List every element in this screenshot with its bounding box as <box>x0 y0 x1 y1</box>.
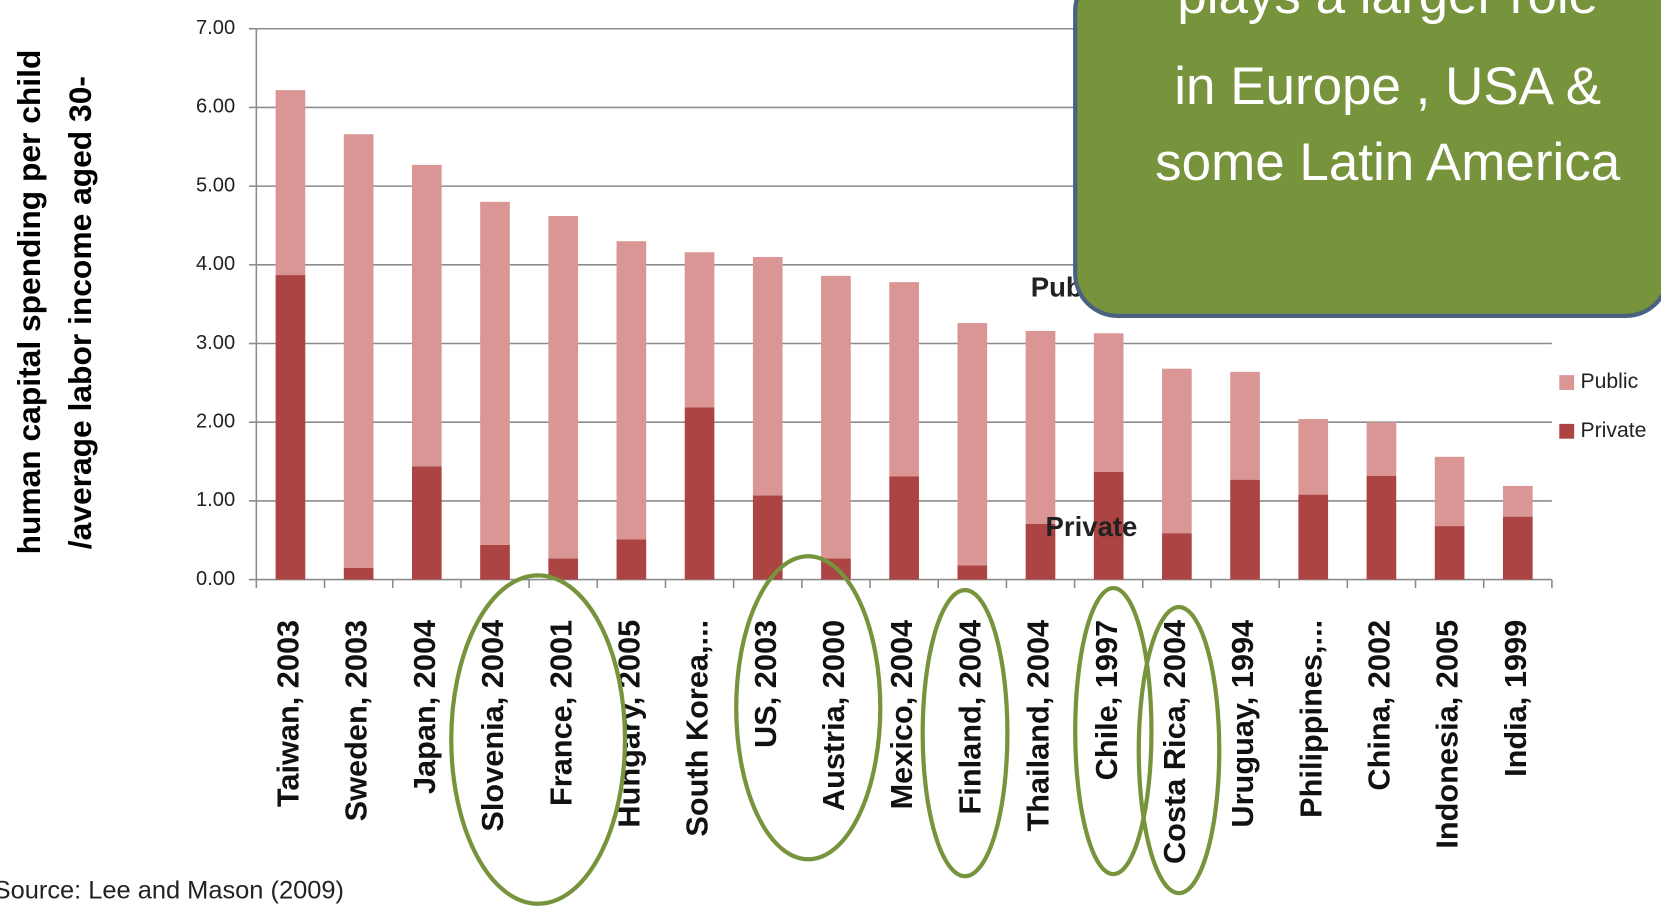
bar-segment <box>1230 371 1260 480</box>
y-tick-label: 6.00 <box>196 96 235 118</box>
bar-segment <box>821 275 851 559</box>
bar-segment <box>480 201 510 545</box>
bar-segment <box>1230 479 1260 580</box>
bar-segment <box>1502 485 1533 517</box>
y-tick-label: 2.00 <box>196 411 235 433</box>
bar-segment <box>343 134 374 568</box>
bar-segment <box>1025 523 1056 580</box>
source: Source: Lee and Mason (2009) <box>0 876 344 904</box>
x-tick-label: Japan, 2004 <box>407 620 442 794</box>
callout-text: in Europe , USA & <box>1174 57 1601 116</box>
bar-segment <box>889 282 919 477</box>
bar-segment <box>616 539 647 580</box>
bar-segment <box>1093 471 1124 580</box>
y-tick-label: 5.00 <box>196 174 235 196</box>
callout-text: plays a larger role <box>1177 0 1598 25</box>
oval <box>1136 605 1222 896</box>
x-tick-label: Mexico, 2004 <box>884 620 919 810</box>
labels: 0.00 1.00 2.00 3.00 4.00 5.00 6.00 7.00 Taiwan, … <box>196 17 1646 864</box>
oval <box>1073 585 1154 877</box>
bar-segment <box>752 495 783 580</box>
bar-segment <box>1366 422 1397 476</box>
y-tick-label: 1.00 <box>196 489 235 511</box>
y-tick-label: 4.00 <box>196 253 235 275</box>
bar-segment <box>1502 516 1533 580</box>
x-tick-label: Sweden, 2003 <box>339 620 374 822</box>
oval <box>449 573 628 906</box>
legend-label: Private <box>1580 419 1646 442</box>
callout-text: some Latin America <box>1155 133 1621 192</box>
bar-segment <box>1162 368 1192 534</box>
bar-segment <box>889 476 919 580</box>
bar-segment <box>1025 330 1056 524</box>
y-tick-label: 7.00 <box>196 17 235 39</box>
bar-segment <box>684 252 715 408</box>
y-axis-title: /average labor income aged 30- <box>62 76 98 549</box>
legend-swatch <box>1559 423 1575 439</box>
bar-segment <box>548 216 579 559</box>
bar-segment <box>548 558 579 580</box>
x-tick-label: South Korea,... <box>680 620 715 837</box>
oval <box>734 554 883 862</box>
bar-segment <box>1366 475 1397 580</box>
x-tick-label: Chile, 1997 <box>1089 620 1124 781</box>
bar-segment <box>752 256 783 496</box>
x-tick-label: Thailand, 2004 <box>1021 620 1056 832</box>
y-tick-label: 0.00 <box>196 568 235 590</box>
x-tick-label: India, 1999 <box>1498 620 1533 777</box>
legend-swatch <box>1559 375 1575 390</box>
bar-segment <box>616 241 647 540</box>
y-tick-label: 3.00 <box>196 332 235 354</box>
bar-segment <box>275 90 306 276</box>
bar-segment <box>1434 526 1465 580</box>
bar-segment <box>684 407 715 580</box>
bar-segment <box>957 323 988 566</box>
x-tick-label: Finland, 2004 <box>952 620 987 815</box>
x-tick-label: France, 2001 <box>543 620 578 806</box>
bar-segment <box>1298 419 1329 495</box>
bar-segment <box>343 567 374 580</box>
x-tick-label: Indonesia, 2005 <box>1430 620 1465 849</box>
callout-box <box>1073 0 1661 318</box>
bar-segment <box>275 275 306 580</box>
bar-segment <box>957 565 988 580</box>
x-tick-label: Uruguay, 1994 <box>1225 620 1260 828</box>
bar-segment <box>1162 533 1192 580</box>
bar-segment <box>1434 456 1465 527</box>
y-axis-title: human capital spending per child <box>11 50 47 555</box>
bar-segment <box>411 466 442 580</box>
highlight-ovals <box>449 554 1222 906</box>
x-tick-label: Philippines,... <box>1293 620 1328 818</box>
bar-segment <box>1093 333 1124 472</box>
oval <box>920 588 1010 879</box>
x-tick-label: US, 2003 <box>748 620 783 748</box>
x-tick-label: Costa Rica, 2004 <box>1157 620 1192 864</box>
x-tick-label: China, 2002 <box>1362 620 1397 791</box>
x-tick-label: Taiwan, 2003 <box>271 620 306 807</box>
x-tick-label: Austria, 2000 <box>816 620 851 811</box>
bars <box>275 90 1533 580</box>
x-tick-label: Hungary, 2005 <box>611 620 646 828</box>
bar-segment <box>480 544 510 580</box>
legend-label: Public <box>1580 370 1638 393</box>
bar-segment <box>411 164 442 467</box>
x-tick-label: Slovenia, 2004 <box>475 620 510 832</box>
annotation: Private <box>1046 511 1138 542</box>
bar-segment <box>1298 494 1329 580</box>
